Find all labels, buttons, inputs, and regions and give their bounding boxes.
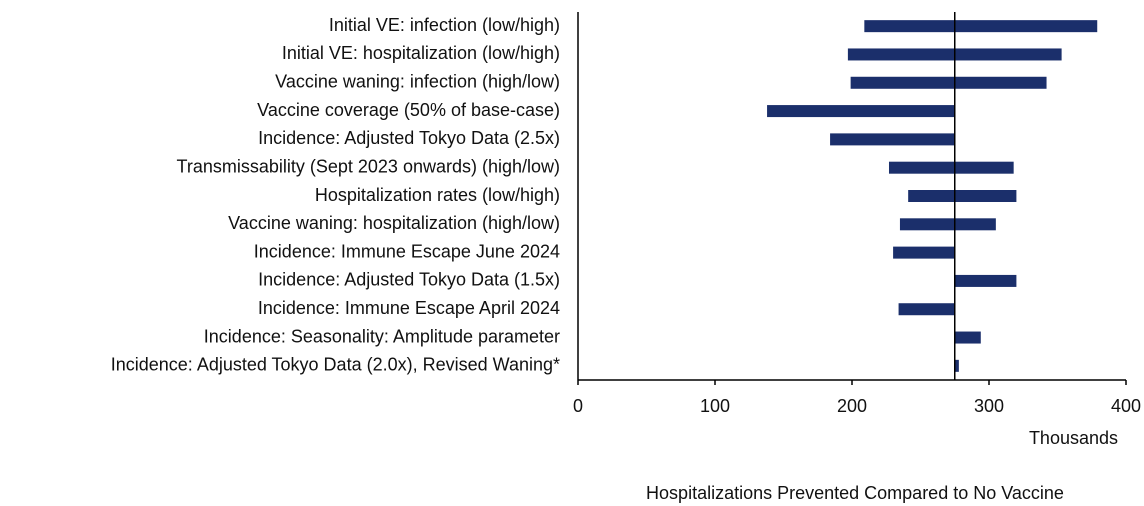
bar xyxy=(954,359,959,372)
category-label: Hospitalization rates (low/high) xyxy=(315,185,560,205)
bar xyxy=(954,331,981,344)
bar xyxy=(888,161,1014,174)
category-label: Incidence: Adjusted Tokyo Data (2.0x), R… xyxy=(111,355,560,375)
bar xyxy=(830,133,955,146)
x-axis-title: Hospitalizations Prevented Compared to N… xyxy=(646,483,1064,503)
x-tick-label: 200 xyxy=(837,396,867,416)
bar xyxy=(864,20,1098,33)
bar xyxy=(899,218,996,231)
category-label: Incidence: Immune Escape April 2024 xyxy=(258,298,560,318)
category-label: Incidence: Seasonality: Amplitude parame… xyxy=(204,326,560,346)
bar xyxy=(954,274,1017,287)
bar xyxy=(908,190,1017,202)
category-label: Incidence: Immune Escape June 2024 xyxy=(254,241,560,261)
x-tick-label: 100 xyxy=(700,396,730,416)
category-label: Incidence: Adjusted Tokyo Data (1.5x) xyxy=(258,270,560,290)
bar xyxy=(767,105,955,118)
category-label: Incidence: Adjusted Tokyo Data (2.5x) xyxy=(258,128,560,148)
category-label: Initial VE: infection (low/high) xyxy=(329,15,560,35)
x-tick-label: 300 xyxy=(974,396,1004,416)
bar xyxy=(850,76,1047,89)
category-label: Initial VE: hospitalization (low/high) xyxy=(282,43,560,63)
category-label: Vaccine waning: infection (high/low) xyxy=(275,72,560,92)
x-unit-label: Thousands xyxy=(1029,428,1118,448)
bar xyxy=(893,246,955,259)
x-tick-label: 400 xyxy=(1111,396,1141,416)
x-tick-label: 0 xyxy=(573,396,583,416)
bar xyxy=(898,303,955,316)
category-label: Vaccine coverage (50% of base-case) xyxy=(257,100,560,120)
category-label: Vaccine waning: hospitalization (high/lo… xyxy=(228,213,560,233)
category-label: Transmissability (Sept 2023 onwards) (hi… xyxy=(177,156,560,176)
